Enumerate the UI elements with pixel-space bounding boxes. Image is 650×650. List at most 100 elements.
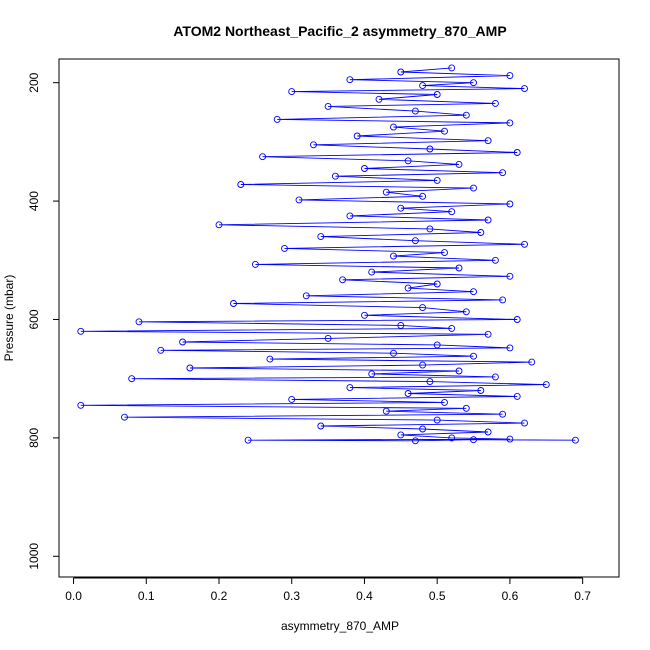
data-point xyxy=(411,237,419,245)
data-point xyxy=(390,123,397,131)
data-point xyxy=(302,292,310,300)
data-point xyxy=(397,68,405,76)
data-point xyxy=(462,111,470,119)
y-axis: 200 400 600 800 1000 xyxy=(27,72,60,570)
x-tick-label: 0.5 xyxy=(429,589,446,603)
data-point xyxy=(259,153,267,161)
y-axis-label: Pressure (mbar) xyxy=(2,275,16,362)
data-point xyxy=(135,318,143,326)
data-point xyxy=(455,264,463,272)
data-point xyxy=(419,304,427,312)
data-point xyxy=(521,85,528,93)
data-point xyxy=(542,381,550,389)
data-point xyxy=(324,334,332,342)
data-point xyxy=(397,321,405,329)
data-point xyxy=(390,349,397,357)
data-point xyxy=(230,300,237,307)
data-point xyxy=(411,107,419,115)
data-point xyxy=(470,436,477,444)
data-point xyxy=(404,157,412,165)
x-tick-label: 0.2 xyxy=(211,589,228,603)
data-point xyxy=(571,436,579,444)
data-point xyxy=(419,361,427,369)
data-point xyxy=(288,395,296,403)
data-point xyxy=(499,410,507,418)
data-point xyxy=(433,416,441,424)
y-tick-label: 800 xyxy=(27,428,41,448)
data-point xyxy=(455,160,463,168)
y-tick-label: 600 xyxy=(27,309,41,329)
data-point xyxy=(513,149,521,156)
data-point xyxy=(506,272,514,280)
data-point xyxy=(433,280,441,288)
data-point xyxy=(419,425,427,433)
data-point xyxy=(419,192,427,200)
data-point xyxy=(433,91,441,98)
data-point xyxy=(484,137,492,145)
data-point xyxy=(433,176,441,184)
data-point xyxy=(506,200,514,208)
data-point xyxy=(397,204,405,212)
data-point xyxy=(491,99,499,107)
data-point xyxy=(375,95,383,103)
data-point xyxy=(448,64,456,72)
data-point xyxy=(455,367,463,375)
data-point xyxy=(273,115,281,123)
y-tick-label: 1000 xyxy=(27,543,41,570)
plot-content xyxy=(77,64,579,445)
x-tick-label: 0.1 xyxy=(138,589,155,603)
chart-title: ATOM2 Northeast_Pacific_2 asymmetry_870_… xyxy=(173,23,506,39)
data-point xyxy=(441,398,448,406)
data-point xyxy=(448,434,456,442)
data-point xyxy=(353,132,361,140)
series-line xyxy=(80,67,576,442)
data-point xyxy=(499,296,507,304)
data-point xyxy=(361,165,368,172)
data-point xyxy=(462,404,470,412)
data-point xyxy=(528,358,536,366)
data-point xyxy=(390,252,397,260)
data-point xyxy=(331,172,339,180)
data-point xyxy=(470,352,477,360)
data-point xyxy=(346,212,354,220)
x-tick-label: 0.3 xyxy=(283,589,300,603)
data-point xyxy=(484,428,492,436)
data-point xyxy=(251,260,259,268)
data-point xyxy=(77,401,85,409)
data-point xyxy=(404,390,412,397)
data-point xyxy=(382,407,390,415)
data-point xyxy=(397,431,405,439)
data-point xyxy=(317,422,325,430)
data-point xyxy=(404,284,412,292)
data-point xyxy=(121,413,128,421)
data-point xyxy=(346,384,354,392)
data-point xyxy=(448,208,456,216)
data-point xyxy=(506,435,514,443)
data-point xyxy=(470,79,477,87)
data-point xyxy=(411,437,419,445)
data-point xyxy=(433,341,441,349)
data-point xyxy=(521,240,528,248)
data-point xyxy=(462,308,470,316)
data-point xyxy=(77,327,85,335)
data-point xyxy=(513,392,521,400)
data-point xyxy=(491,373,499,381)
data-point xyxy=(179,338,187,346)
x-axis-label: asymmetry_870_AMP xyxy=(281,619,399,633)
data-point xyxy=(521,419,528,427)
data-point xyxy=(288,88,296,96)
data-point xyxy=(281,244,288,252)
data-point xyxy=(470,288,477,296)
data-point xyxy=(295,196,303,204)
y-tick-label: 200 xyxy=(27,72,41,92)
data-point xyxy=(441,249,448,257)
data-point xyxy=(419,82,427,90)
data-point xyxy=(128,375,136,383)
data-point xyxy=(499,169,507,177)
data-point xyxy=(426,145,434,153)
data-point xyxy=(491,256,499,264)
data-point xyxy=(237,181,245,188)
x-tick-label: 0.6 xyxy=(502,589,519,603)
data-point xyxy=(441,127,448,135)
